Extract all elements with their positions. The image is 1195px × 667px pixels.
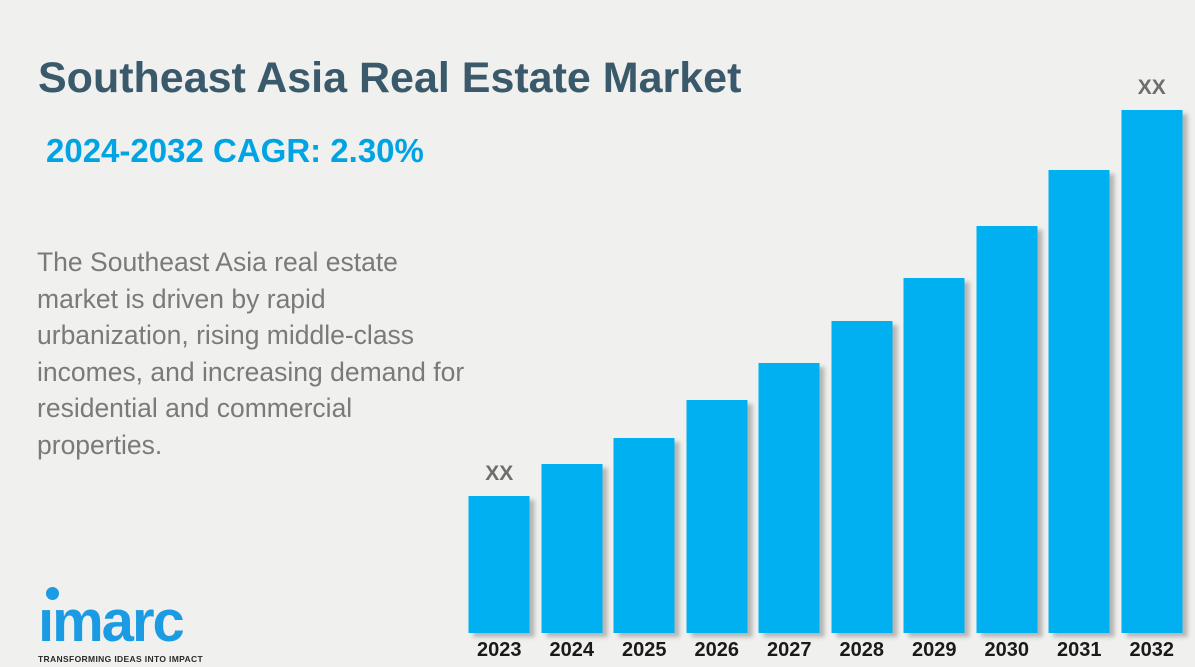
x-tick-label-2027: 2027 [767,639,812,661]
logo-i-dot-icon [46,587,59,600]
chart-column-2027: 2027 [753,110,826,660]
chart-column-2032: XX 2032 [1116,77,1189,660]
page-title: Southeast Asia Real Estate Market [38,54,742,102]
bar-value-label-2023: XX [485,462,514,485]
bar-2030 [976,226,1038,633]
bar-2029 [903,278,965,633]
x-tick-label-2028: 2028 [839,639,885,661]
bar-2026 [686,400,748,633]
cagr-subtitle: 2024-2032 CAGR: 2.30% [46,132,424,169]
x-tick-label-2030: 2030 [984,639,1030,661]
x-tick-label-2032: 2032 [1129,639,1175,661]
bar-2025 [613,438,675,633]
bar-2027 [758,363,820,633]
logo-brand-text: ımarc [38,589,185,654]
chart-column-2029: 2029 [898,110,971,660]
chart-column-2031: 2031 [1043,110,1116,660]
x-tick-label-2029: 2029 [912,639,957,661]
imarc-logo: ımarc TRANSFORMING IDEAS INTO IMPACT [38,584,238,664]
chart-column-2028: 2028 [826,110,899,660]
chart-column-2025: 2025 [608,110,681,660]
x-tick-label-2023: 2023 [477,639,522,661]
bar-2032 [1121,110,1183,633]
chart-column-2023: XX 2023 [463,110,536,660]
x-tick-label-2024: 2024 [549,639,595,661]
market-description: The Southeast Asia real estate market is… [37,247,465,460]
chart-column-2024: 2024 [536,110,609,660]
x-tick-label-2031: 2031 [1057,639,1102,661]
bar-2031 [1048,170,1110,633]
chart-column-2030: 2030 [971,110,1044,660]
x-tick-label-2026: 2026 [694,639,740,661]
x-tick-label-2025: 2025 [622,639,667,661]
chart-column-2026: 2026 [681,110,754,660]
bar-value-label-2032: XX [1137,76,1166,99]
bar-2028 [831,321,893,633]
logo-tagline: TRANSFORMING IDEAS INTO IMPACT [38,654,204,664]
bar-chart: XX 2023 2024 2025 2026 2027 2028 2029 2030 2031 XX… [463,77,1189,660]
bar-2024 [541,464,603,633]
bar-2023 [468,496,530,633]
